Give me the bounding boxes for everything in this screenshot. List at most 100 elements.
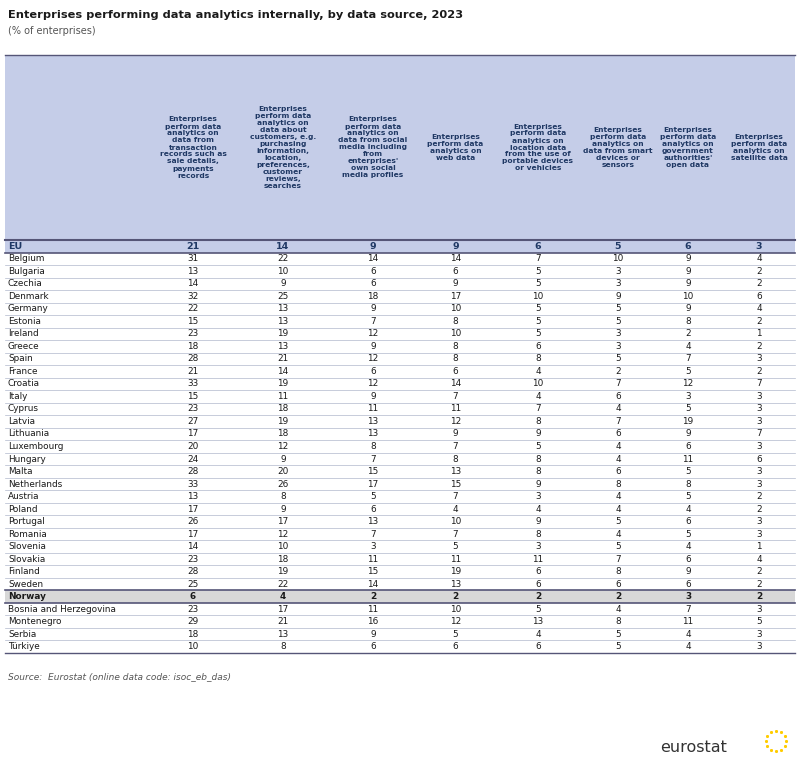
Text: 7: 7	[685, 354, 691, 363]
Text: 5: 5	[685, 404, 691, 413]
Text: 4: 4	[535, 505, 541, 514]
Text: 11: 11	[278, 392, 289, 401]
Text: 6: 6	[685, 580, 691, 589]
Text: 15: 15	[367, 467, 378, 476]
Text: 1: 1	[756, 329, 762, 338]
Text: 20: 20	[278, 467, 289, 476]
Text: 8: 8	[453, 342, 458, 351]
Text: 4: 4	[685, 342, 691, 351]
Text: 10: 10	[450, 517, 461, 526]
Text: 9: 9	[370, 392, 376, 401]
Text: 3: 3	[756, 392, 762, 401]
Text: 28: 28	[187, 354, 198, 363]
Text: 10: 10	[612, 255, 624, 263]
Text: 13: 13	[367, 517, 378, 526]
Text: 7: 7	[370, 317, 376, 326]
Text: 6: 6	[685, 442, 691, 451]
Text: 11: 11	[682, 454, 694, 464]
Text: 18: 18	[187, 630, 198, 638]
Text: 11: 11	[450, 555, 461, 564]
Text: 4: 4	[615, 605, 621, 613]
Text: 2: 2	[756, 592, 762, 601]
Text: (% of enterprises): (% of enterprises)	[8, 26, 96, 36]
Text: Greece: Greece	[8, 342, 40, 351]
Text: Austria: Austria	[8, 492, 39, 501]
Text: 2: 2	[615, 367, 621, 376]
Text: 11: 11	[367, 605, 378, 613]
Text: 3: 3	[756, 417, 762, 426]
Text: 18: 18	[187, 342, 198, 351]
Text: 13: 13	[450, 467, 461, 476]
Text: 6: 6	[535, 342, 541, 351]
Text: 9: 9	[685, 429, 691, 439]
Text: 17: 17	[450, 292, 461, 301]
Text: 4: 4	[615, 404, 621, 413]
Text: 3: 3	[756, 517, 762, 526]
Text: 19: 19	[450, 567, 461, 576]
Text: 10: 10	[278, 542, 289, 551]
Text: 18: 18	[278, 404, 289, 413]
Text: 2: 2	[756, 367, 762, 376]
Text: 4: 4	[615, 530, 621, 539]
Text: 4: 4	[685, 542, 691, 551]
Text: 9: 9	[453, 429, 458, 439]
Text: 23: 23	[187, 404, 198, 413]
Text: 18: 18	[278, 555, 289, 564]
Text: 6: 6	[453, 367, 458, 376]
Text: 18: 18	[367, 292, 378, 301]
Text: 24: 24	[187, 454, 198, 464]
Text: 5: 5	[535, 280, 541, 288]
Text: 13: 13	[367, 417, 378, 426]
Text: 5: 5	[370, 492, 376, 501]
Text: 8: 8	[535, 454, 541, 464]
Text: 14: 14	[367, 255, 378, 263]
Text: 11: 11	[367, 404, 378, 413]
Text: 12: 12	[682, 379, 694, 388]
Text: Enterprises
perform data
analytics on
location data
from the use of
portable dev: Enterprises perform data analytics on lo…	[502, 123, 574, 172]
Text: 21: 21	[278, 617, 289, 626]
Text: 7: 7	[615, 379, 621, 388]
Text: 3: 3	[756, 467, 762, 476]
Text: 5: 5	[615, 304, 621, 313]
Text: 8: 8	[685, 317, 691, 326]
Text: 6: 6	[453, 642, 458, 651]
Text: 15: 15	[187, 317, 198, 326]
Text: 6: 6	[453, 267, 458, 276]
Text: Romania: Romania	[8, 530, 46, 539]
Text: 6: 6	[615, 467, 621, 476]
Text: 8: 8	[280, 492, 286, 501]
Text: 5: 5	[615, 517, 621, 526]
Text: 9: 9	[685, 280, 691, 288]
Text: 13: 13	[278, 342, 289, 351]
Text: 19: 19	[278, 417, 289, 426]
Text: Enterprises
perform data
analytics on
data from
transaction
records such as
sale: Enterprises perform data analytics on da…	[159, 116, 226, 179]
Text: 5: 5	[535, 329, 541, 338]
Text: 6: 6	[370, 367, 376, 376]
Text: Serbia: Serbia	[8, 630, 36, 638]
Text: 2: 2	[685, 329, 691, 338]
Text: 9: 9	[370, 630, 376, 638]
Text: 4: 4	[615, 442, 621, 451]
Text: 14: 14	[276, 242, 290, 251]
Text: 5: 5	[535, 267, 541, 276]
Text: 10: 10	[532, 379, 544, 388]
Text: 3: 3	[685, 392, 691, 401]
Text: Enterprises performing data analytics internally, by data source, 2023: Enterprises performing data analytics in…	[8, 10, 463, 20]
Text: Spain: Spain	[8, 354, 33, 363]
Text: 3: 3	[615, 342, 621, 351]
Text: 19: 19	[682, 417, 694, 426]
Text: 9: 9	[685, 304, 691, 313]
Text: 12: 12	[450, 617, 461, 626]
Text: 14: 14	[367, 580, 378, 589]
Text: 3: 3	[685, 592, 691, 601]
Text: Enterprises
perform data
analytics on
data from smart
devices or
sensors: Enterprises perform data analytics on da…	[583, 127, 653, 168]
Text: 10: 10	[450, 304, 461, 313]
Text: 31: 31	[187, 255, 198, 263]
Text: 5: 5	[615, 354, 621, 363]
Text: 17: 17	[187, 429, 198, 439]
Text: 3: 3	[756, 442, 762, 451]
Text: Bulgaria: Bulgaria	[8, 267, 45, 276]
Text: Cyprus: Cyprus	[8, 404, 39, 413]
Text: 9: 9	[370, 242, 376, 251]
Text: 13: 13	[187, 267, 198, 276]
